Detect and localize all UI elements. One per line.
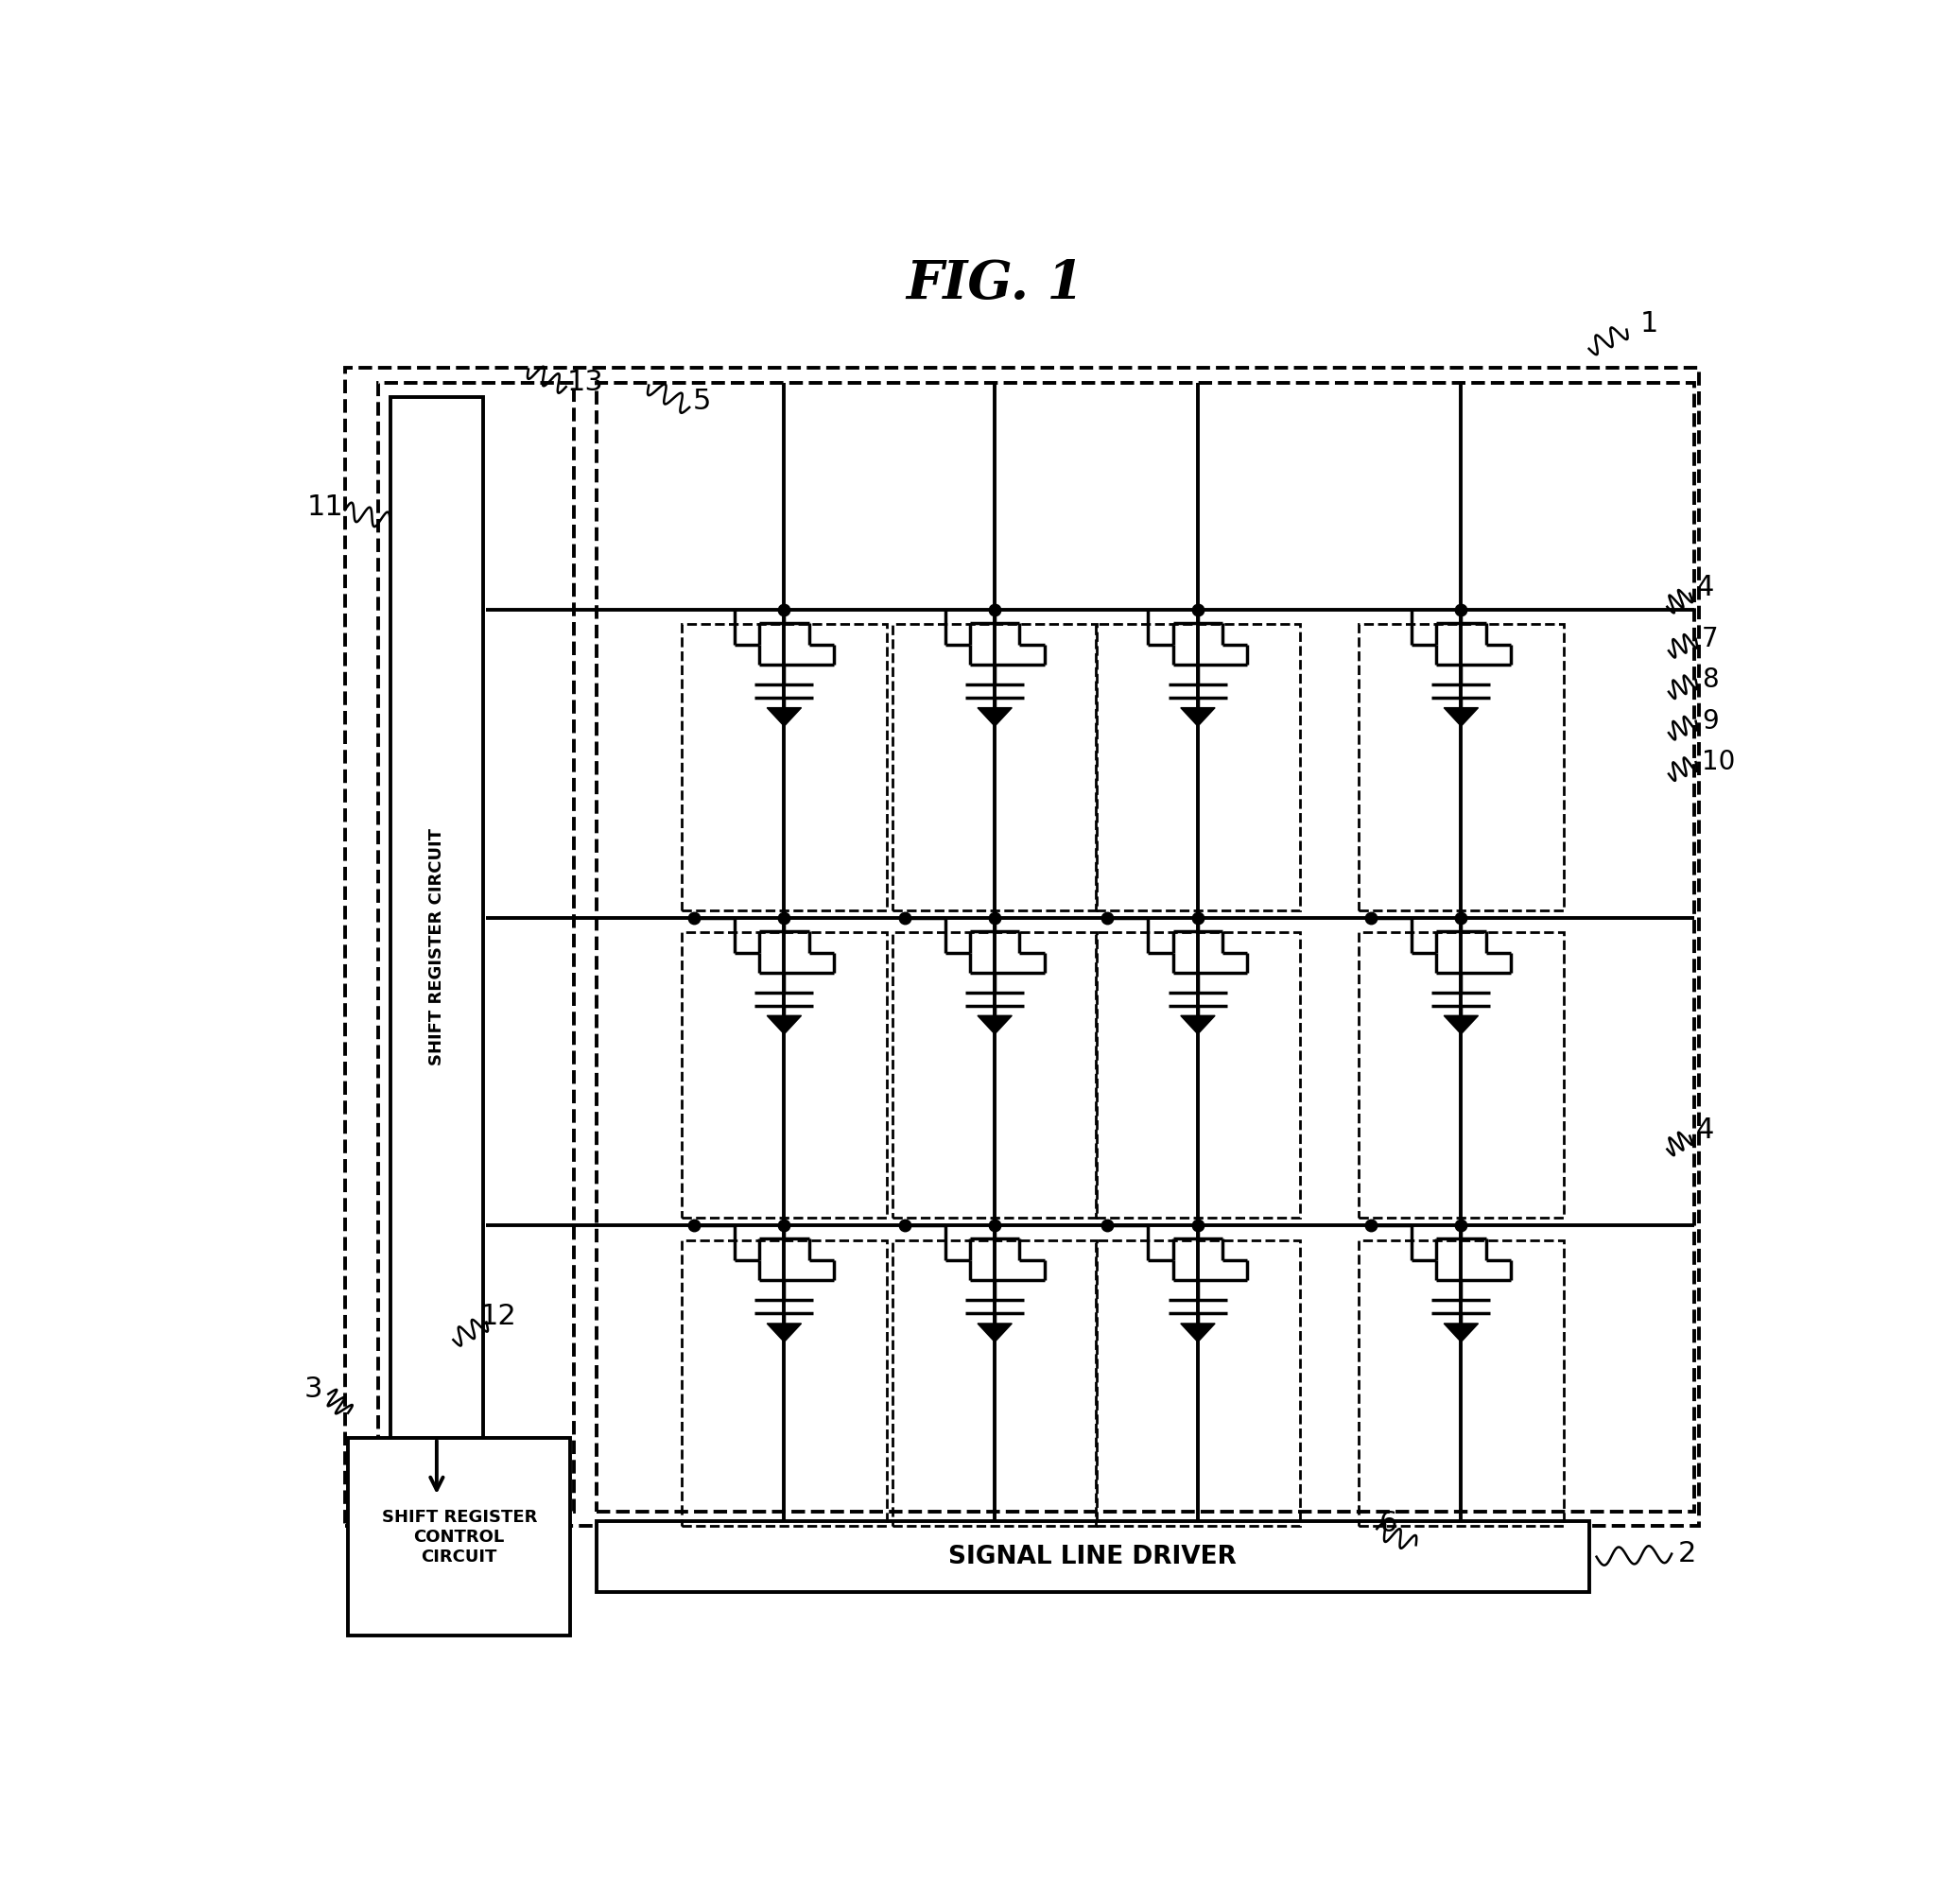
Polygon shape	[767, 1015, 802, 1034]
Polygon shape	[1444, 1323, 1479, 1342]
Bar	[596, 383, 1694, 1512]
Text: 9: 9	[1702, 708, 1718, 735]
Bar	[1359, 625, 1563, 910]
Text: 8: 8	[1702, 666, 1718, 693]
Polygon shape	[978, 708, 1011, 725]
Bar	[893, 933, 1097, 1219]
Polygon shape	[978, 1323, 1011, 1342]
Text: 12: 12	[479, 1302, 516, 1331]
Bar	[1095, 625, 1300, 910]
Text: FIG. 1: FIG. 1	[906, 259, 1083, 310]
Bar	[1359, 1240, 1563, 1525]
Text: 4: 4	[1696, 573, 1714, 602]
Bar	[1095, 1240, 1300, 1525]
Polygon shape	[978, 1015, 1011, 1034]
Polygon shape	[767, 708, 802, 725]
Text: 13: 13	[567, 369, 604, 396]
Bar	[681, 1240, 887, 1525]
Text: 10: 10	[1702, 748, 1735, 775]
Bar	[893, 1240, 1097, 1525]
Polygon shape	[1180, 1015, 1215, 1034]
Bar	[681, 625, 887, 910]
Text: 11: 11	[307, 493, 344, 520]
Polygon shape	[1180, 1323, 1215, 1342]
Polygon shape	[767, 1323, 802, 1342]
Polygon shape	[1444, 708, 1479, 725]
Text: 6: 6	[1380, 1510, 1398, 1537]
Text: 4: 4	[1696, 1116, 1714, 1144]
Bar	[1359, 933, 1563, 1219]
Text: 5: 5	[693, 388, 710, 415]
Bar	[347, 1438, 571, 1636]
Text: SIGNAL LINE DRIVER: SIGNAL LINE DRIVER	[949, 1544, 1236, 1569]
Bar	[378, 383, 575, 1512]
Text: 2: 2	[1677, 1540, 1696, 1567]
Bar	[681, 933, 887, 1219]
Polygon shape	[1180, 708, 1215, 725]
Bar	[1095, 933, 1300, 1219]
Bar	[390, 398, 483, 1497]
Text: SHIFT REGISTER CIRCUIT: SHIFT REGISTER CIRCUIT	[429, 828, 444, 1066]
Text: SHIFT REGISTER
CONTROL
CIRCUIT: SHIFT REGISTER CONTROL CIRCUIT	[382, 1508, 538, 1565]
Bar	[596, 1521, 1590, 1592]
Bar	[893, 625, 1097, 910]
Bar	[345, 367, 1698, 1525]
Text: 7: 7	[1702, 626, 1718, 653]
Text: 3: 3	[305, 1377, 322, 1403]
Polygon shape	[1444, 1015, 1479, 1034]
Text: 1: 1	[1640, 310, 1658, 337]
